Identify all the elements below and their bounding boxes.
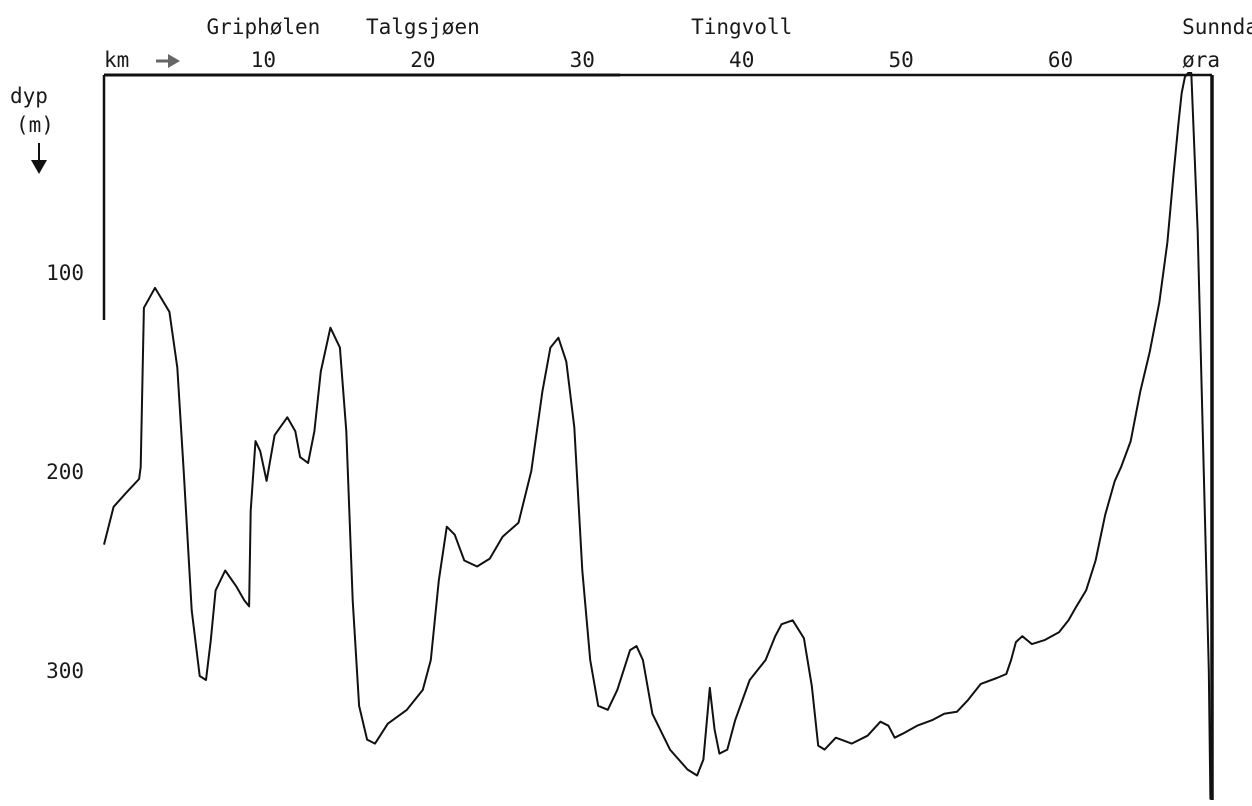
x-tick-30: 30 <box>570 48 595 72</box>
place-label-3: Sunndals- <box>1182 15 1252 39</box>
x-tick-50: 50 <box>888 48 913 72</box>
km-arrow-icon <box>156 54 180 68</box>
place-label-1: Talgsjøen <box>366 15 480 39</box>
x-tick-60: 60 <box>1048 48 1073 72</box>
place-labels: Griphølen Talgsjøen Tingvoll Sunndals-øra <box>207 15 1252 72</box>
y-tick-labels: 100 200 300 <box>46 261 84 683</box>
x-unit-label: km <box>104 48 129 72</box>
place-label-0: Griphølen <box>207 15 321 39</box>
y-tick-300: 300 <box>46 659 84 683</box>
x-tick-labels: 10 20 30 40 50 60 <box>251 48 1073 72</box>
depth-profile-line <box>103 72 1212 800</box>
place-label-2: Tingvoll <box>691 15 792 39</box>
y-unit-label: (m) <box>16 113 54 137</box>
down-arrow-icon <box>31 143 47 174</box>
place-label-4: øra <box>1182 48 1220 72</box>
x-tick-20: 20 <box>410 48 435 72</box>
y-tick-200: 200 <box>46 460 84 484</box>
y-axis-label: dyp <box>10 84 48 108</box>
x-tick-10: 10 <box>251 48 276 72</box>
x-tick-40: 40 <box>729 48 754 72</box>
y-tick-100: 100 <box>46 261 84 285</box>
